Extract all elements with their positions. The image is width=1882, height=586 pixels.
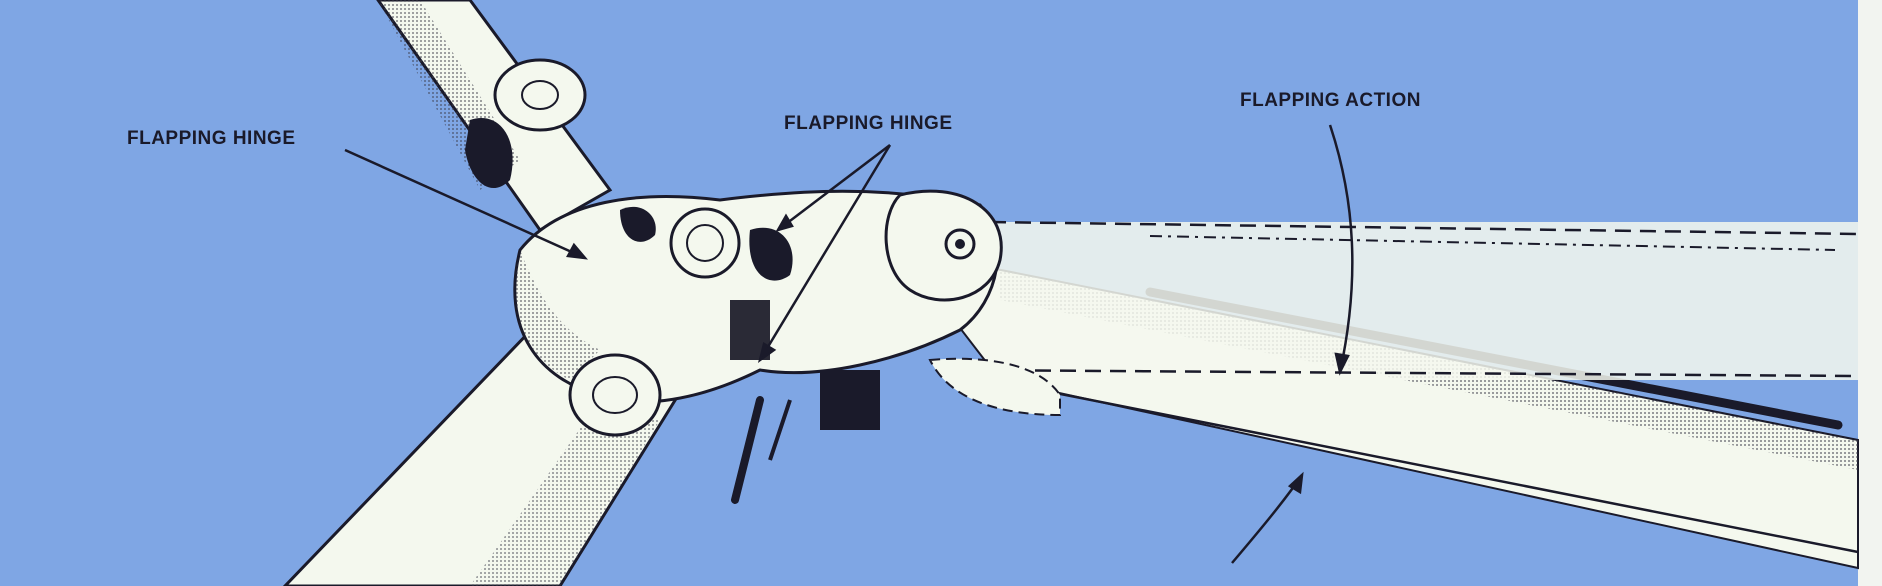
flapping-action-label: FLAPPING ACTION: [1240, 90, 1421, 111]
main-blade-raised-outline: [959, 220, 1859, 380]
flapping-hinge-label-left: FLAPPING HINGE: [127, 128, 296, 149]
rotor-hub: [465, 58, 1061, 504]
right-edge-strip: [1858, 0, 1882, 586]
flapping-hinge-label-right: FLAPPING HINGE: [784, 113, 953, 134]
leader-lines: [344, 144, 892, 363]
flapping-action-arrow: [1231, 124, 1354, 564]
